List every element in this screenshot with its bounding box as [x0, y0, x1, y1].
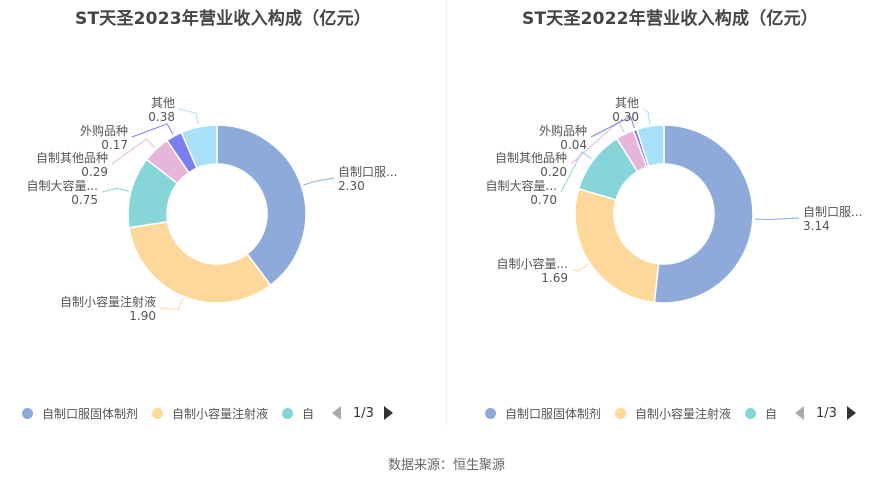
legend-prev-page-icon[interactable]: [332, 406, 342, 420]
label-leader-line: [111, 138, 156, 165]
legend-item-oral-solid[interactable]: 自制口服固体制剂: [22, 405, 138, 422]
label-leader-line: [178, 108, 199, 126]
slice-category-label: 自制大容量...: [27, 178, 98, 193]
legend-label: 自: [302, 406, 315, 421]
legend: 自制口服固体制剂 自制小容量注射液 自 1/3: [22, 403, 393, 423]
slice-category-label: 自制小容量...: [497, 256, 568, 271]
legend-item-oral-solid[interactable]: 自制口服固体制剂: [485, 405, 601, 422]
legend-label: 自制口服固体制剂: [42, 406, 139, 421]
legend-next-page-icon[interactable]: [383, 406, 393, 420]
legend-marker: [745, 407, 757, 419]
legend-item-small-injection[interactable]: 自制小容量注射液: [615, 405, 731, 422]
chart-panel-2023: ST天圣2023年营业收入构成（亿元） 自制口服... 2.30 自制小容量注射液 1…: [0, 0, 446, 430]
slice-value-label: 1.90: [129, 309, 156, 323]
label-leader-line: [571, 264, 589, 272]
legend-marker: [22, 407, 33, 419]
legend-item-large-injection[interactable]: 自: [745, 405, 779, 422]
chart-panel-2022: ST天圣2022年营业收入构成（亿元） 自制口服... 3.14 自制小容量... 1…: [447, 0, 893, 430]
slice-value-label: 1.69: [541, 271, 568, 285]
donut-slice[interactable]: [216, 124, 307, 287]
slice-value-label: 0.38: [148, 110, 175, 124]
slice-value-label: 0.20: [540, 165, 567, 179]
label-leader-line: [101, 187, 130, 193]
legend: 自制口服固体制剂 自制小容量注射液 自 1/3: [485, 403, 856, 423]
label-leader-line: [754, 217, 800, 221]
legend-item-small-injection[interactable]: 自制小容量注射液: [152, 405, 268, 422]
slice-value-label: 3.14: [803, 219, 830, 233]
slice-category-label: 自制其他品种: [36, 151, 108, 165]
slice-value-label: 0.75: [71, 193, 98, 207]
slice-value-label: 0.70: [530, 193, 557, 207]
slice-value-label: 0.04: [560, 138, 587, 152]
label-leader-line: [159, 298, 184, 310]
chart-title: ST天圣2022年营业收入构成（亿元）: [522, 9, 818, 29]
legend-marker: [152, 407, 164, 419]
label-leader-line: [642, 108, 651, 125]
legend-pager: 1/3: [795, 406, 856, 421]
legend-marker: [615, 407, 627, 419]
legend-label: 自制小容量注射液: [635, 406, 732, 421]
slice-category-label: 自制口服...: [338, 165, 397, 179]
donut-slice[interactable]: [653, 124, 754, 304]
donut-slice[interactable]: [128, 220, 272, 304]
slice-value-label: 2.30: [338, 179, 365, 193]
label-leader-line: [590, 115, 635, 138]
legend-next-page-icon[interactable]: [846, 406, 856, 420]
panel-divider: [446, 0, 447, 425]
slice-category-label: 自制小容量注射液: [60, 294, 156, 309]
legend-prev-page-icon[interactable]: [795, 406, 805, 420]
legend-item-large-injection[interactable]: 自: [282, 405, 316, 422]
legend-marker: [282, 407, 294, 419]
slice-value-label: 0.17: [101, 138, 128, 152]
slice-value-label: 0.30: [612, 110, 639, 124]
legend-label: 自制小容量注射液: [172, 406, 269, 421]
slice-category-label: 自制大容量...: [486, 178, 557, 193]
donut-slice[interactable]: [574, 187, 660, 304]
legend-page-indicator: 1/3: [353, 405, 374, 421]
legend-page-indicator: 1/3: [816, 405, 837, 421]
slice-category-label: 自制口服...: [803, 205, 862, 219]
data-source-note: 数据来源：恒生聚源: [387, 458, 505, 473]
label-leader-line: [560, 150, 592, 193]
legend-label: 自: [765, 406, 778, 421]
slice-category-label: 其他: [151, 96, 175, 110]
legend-label: 自制口服固体制剂: [505, 406, 602, 421]
slice-category-label: 自制其他品种: [495, 151, 567, 165]
legend-pager: 1/3: [332, 406, 393, 421]
slice-category-label: 外购品种: [539, 123, 587, 138]
slice-category-label: 其他: [615, 96, 639, 110]
chart-title: ST天圣2023年营业收入构成（亿元）: [75, 9, 371, 29]
label-leader-line: [303, 177, 335, 186]
donut-slice[interactable]: [635, 124, 665, 168]
label-leader-line: [131, 123, 174, 138]
label-leader-line: [570, 120, 625, 165]
legend-marker: [485, 407, 496, 419]
slice-value-label: 0.29: [81, 165, 108, 179]
donut-slice[interactable]: [180, 124, 218, 170]
donut-chart-2022: 自制口服...3.14 自制小容量...1.69 自制大容量...0.70 自制其他品…: [486, 96, 862, 304]
slice-category-label: 外购品种: [80, 123, 128, 138]
